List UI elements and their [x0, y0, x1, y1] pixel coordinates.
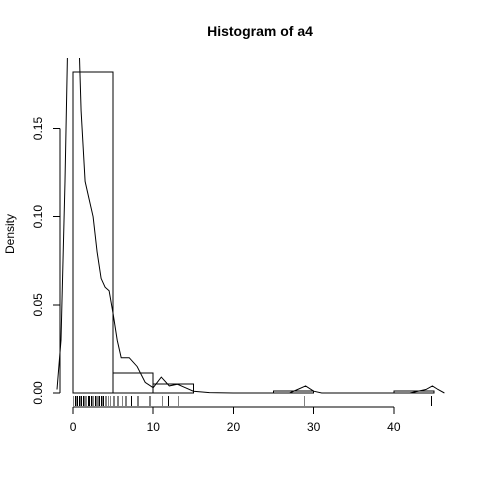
- x-tick-label: 40: [387, 420, 401, 434]
- x-tick-label: 10: [147, 420, 161, 434]
- y-tick-label: 0.05: [31, 293, 45, 317]
- density-group: [56, 58, 445, 394]
- x-tick-label: 0: [70, 420, 77, 434]
- bar: [112, 372, 154, 394]
- x-tick-label: 30: [307, 420, 321, 434]
- bar: [72, 71, 114, 394]
- bar: [152, 383, 194, 394]
- chart-title: Histogram of a4: [207, 23, 313, 39]
- y-tick-label: 0.15: [31, 117, 45, 141]
- y-tick-label: 0.00: [31, 381, 45, 405]
- y-tick-label: 0.10: [31, 205, 45, 229]
- x-tick-label: 20: [227, 420, 241, 434]
- density-line: [56, 58, 445, 394]
- y-axis-label: Density: [3, 214, 17, 254]
